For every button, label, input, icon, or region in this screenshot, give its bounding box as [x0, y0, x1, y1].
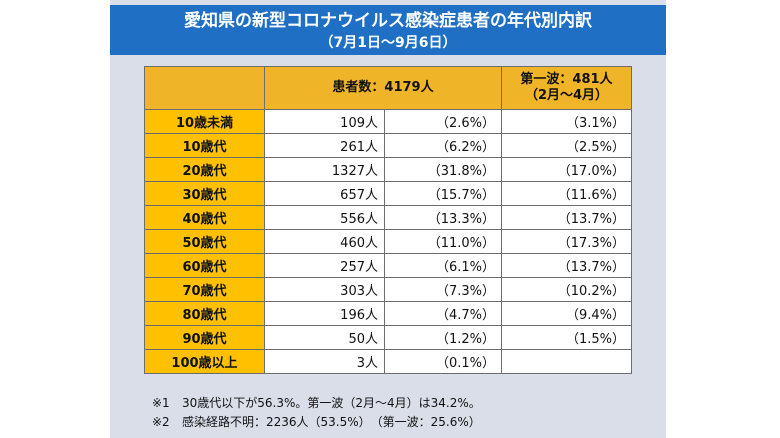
table-row: 70歳代 303人 （7.3%） （10.2%） — [144, 277, 632, 302]
header-blank-cell — [144, 66, 265, 110]
first-wave-percent-cell: （10.2%） — [501, 277, 632, 302]
count-cell: 109人 — [264, 109, 385, 134]
age-cell: 30歳代 — [144, 181, 265, 206]
table-row: 100歳以上 3人 （0.1%） — [144, 349, 632, 374]
count-cell: 460人 — [264, 229, 385, 254]
table-row: 80歳代 196人 （4.7%） （9.4%） — [144, 301, 632, 326]
age-cell: 40歳代 — [144, 205, 265, 230]
first-wave-percent-cell: （3.1%） — [501, 109, 632, 134]
footnote-text: 感染経路不明：2236人（53.5%） （第一波：25.6%） — [182, 415, 481, 429]
first-wave-percent-cell: （13.7%） — [501, 253, 632, 278]
page-subtitle: （7月1日～9月6日） — [319, 35, 457, 51]
percent-cell: （6.2%） — [384, 133, 502, 158]
age-cell: 100歳以上 — [144, 349, 265, 374]
table-row: 10歳未満 109人 （2.6%） （3.1%） — [144, 109, 632, 134]
percent-cell: （0.1%） — [384, 349, 502, 374]
table-row: 30歳代 657人 （15.7%） （11.6%） — [144, 181, 632, 206]
table-row: 90歳代 50人 （1.2%） （1.5%） — [144, 325, 632, 350]
age-cell: 90歳代 — [144, 325, 265, 350]
footnote-1: ※1 30歳代以下が56.3%。第一波（2月～4月）は34.2%。 — [152, 394, 481, 413]
footnote-mark: ※1 — [152, 396, 170, 410]
percent-cell: （4.7%） — [384, 301, 502, 326]
age-cell: 70歳代 — [144, 277, 265, 302]
footnote-text: 30歳代以下が56.3%。第一波（2月～4月）は34.2%。 — [182, 396, 481, 410]
count-cell: 196人 — [264, 301, 385, 326]
first-wave-percent-cell: （17.0%） — [501, 157, 632, 182]
first-wave-percent-cell: （11.6%） — [501, 181, 632, 206]
footnote-mark: ※2 — [152, 415, 170, 429]
first-wave-percent-cell: （17.3%） — [501, 229, 632, 254]
age-cell: 60歳代 — [144, 253, 265, 278]
count-cell: 657人 — [264, 181, 385, 206]
percent-cell: （2.6%） — [384, 109, 502, 134]
percent-cell: （11.0%） — [384, 229, 502, 254]
table-row: 40歳代 556人 （13.3%） （13.7%） — [144, 205, 632, 230]
header-first-wave-total: 第一波：481人 — [520, 72, 613, 87]
table-row: 60歳代 257人 （6.1%） （13.7%） — [144, 253, 632, 278]
count-cell: 556人 — [264, 205, 385, 230]
percent-cell: （7.3%） — [384, 277, 502, 302]
age-cell: 10歳未満 — [144, 109, 265, 134]
header-first-wave-cell: 第一波：481人 （2月～4月） — [501, 66, 632, 110]
count-cell: 257人 — [264, 253, 385, 278]
table-row: 10歳代 261人 （6.2%） （2.5%） — [144, 133, 632, 158]
footnote-2: ※2 感染経路不明：2236人（53.5%） （第一波：25.6%） — [152, 413, 481, 432]
first-wave-percent-cell: （1.5%） — [501, 325, 632, 350]
percent-cell: （31.8%） — [384, 157, 502, 182]
table-row: 50歳代 460人 （11.0%） （17.3%） — [144, 229, 632, 254]
table-header-row: 患者数：4179人 第一波：481人 （2月～4月） — [144, 66, 632, 110]
first-wave-percent-cell — [501, 349, 632, 374]
count-cell: 261人 — [264, 133, 385, 158]
percent-cell: （1.2%） — [384, 325, 502, 350]
percent-cell: （13.3%） — [384, 205, 502, 230]
age-cell: 20歳代 — [144, 157, 265, 182]
footnotes: ※1 30歳代以下が56.3%。第一波（2月～4月）は34.2%。 ※2 感染経路不… — [152, 394, 481, 432]
age-cell: 80歳代 — [144, 301, 265, 326]
header-first-wave-period: （2月～4月） — [524, 88, 609, 103]
age-cell: 50歳代 — [144, 229, 265, 254]
count-cell: 3人 — [264, 349, 385, 374]
count-cell: 1327人 — [264, 157, 385, 182]
percent-cell: （6.1%） — [384, 253, 502, 278]
page-title: 愛知県の新型コロナウイルス感染症患者の年代別内訳 — [184, 11, 592, 31]
percent-cell: （15.7%） — [384, 181, 502, 206]
age-breakdown-table: 患者数：4179人 第一波：481人 （2月～4月） 10歳未満 109人 （2.6… — [144, 66, 632, 374]
count-cell: 50人 — [264, 325, 385, 350]
title-banner: 愛知県の新型コロナウイルス感染症患者の年代別内訳 （7月1日～9月6日） — [110, 5, 666, 55]
age-cell: 10歳代 — [144, 133, 265, 158]
table-row: 20歳代 1327人 （31.8%） （17.0%） — [144, 157, 632, 182]
first-wave-percent-cell: （2.5%） — [501, 133, 632, 158]
count-cell: 303人 — [264, 277, 385, 302]
first-wave-percent-cell: （13.7%） — [501, 205, 632, 230]
first-wave-percent-cell: （9.4%） — [501, 301, 632, 326]
header-patients-cell: 患者数：4179人 — [264, 66, 502, 110]
